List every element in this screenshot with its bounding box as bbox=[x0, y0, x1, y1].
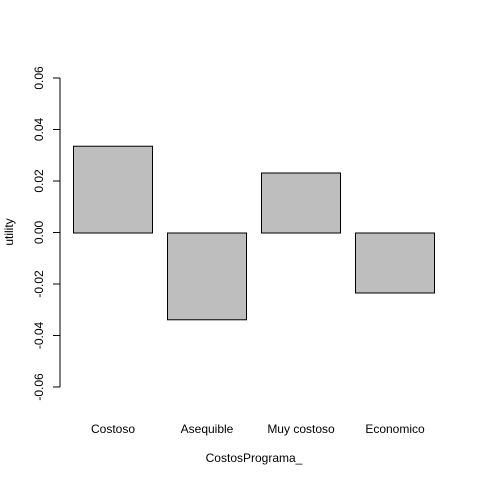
category-label: Costoso bbox=[91, 422, 135, 436]
y-tick-label: 0.04 bbox=[32, 117, 46, 141]
category-label: Muy costoso bbox=[267, 422, 335, 436]
bar-economico bbox=[356, 233, 435, 293]
y-tick-label: 0.02 bbox=[32, 169, 46, 193]
y-tick-label: -0.02 bbox=[32, 270, 46, 298]
x-axis-label: CostosPrograma_ bbox=[206, 451, 303, 465]
bar-asequible bbox=[168, 233, 247, 320]
category-label: Asequible bbox=[181, 422, 234, 436]
y-tick-label: -0.06 bbox=[32, 373, 46, 401]
bars bbox=[74, 146, 435, 320]
y-axis: -0.06 -0.04 -0.02 0.00 0.02 0.04 0.06 bbox=[32, 66, 60, 401]
y-tick-label: 0.00 bbox=[32, 220, 46, 244]
y-tick-label: 0.06 bbox=[32, 66, 46, 90]
y-tick-label: -0.04 bbox=[32, 322, 46, 350]
y-axis-label: utility bbox=[2, 218, 16, 245]
bar-costoso bbox=[74, 146, 153, 233]
bar-muy-costoso bbox=[262, 173, 341, 233]
category-label: Economico bbox=[365, 422, 425, 436]
category-labels: Costoso Asequible Muy costoso Economico bbox=[91, 422, 425, 436]
